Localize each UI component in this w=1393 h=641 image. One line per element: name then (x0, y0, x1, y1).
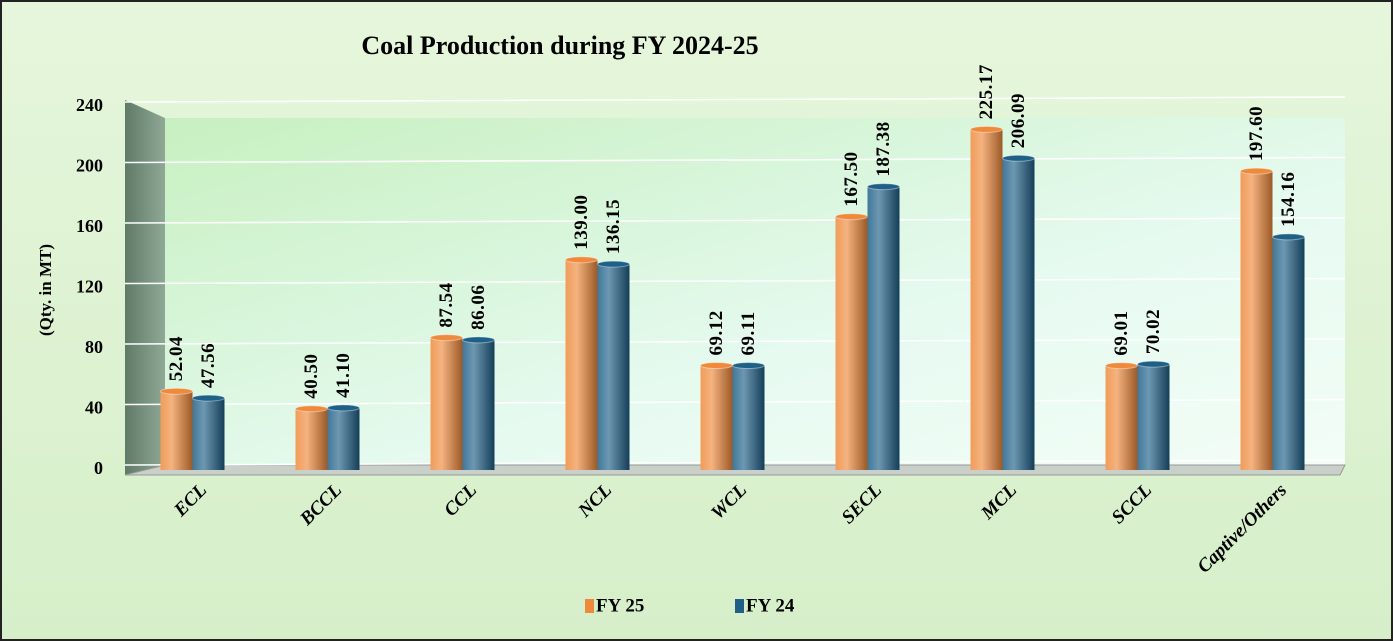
data-label: 206.09 (1008, 93, 1029, 148)
bar-cap (1240, 167, 1273, 175)
bar-cap (565, 256, 598, 264)
data-label: 69.01 (1111, 310, 1132, 355)
y-tick-label: 120 (76, 277, 103, 297)
legend-label: FY 24 (746, 595, 795, 616)
bar-shade (700, 365, 733, 470)
grid-line (124, 217, 1346, 224)
data-label: 52.04 (166, 336, 187, 381)
bar-cap (1272, 233, 1305, 241)
bar-shade (732, 365, 765, 470)
bar-shade (295, 408, 328, 470)
data-label: 47.56 (198, 343, 219, 388)
side-wall (125, 100, 165, 475)
data-label: 197.60 (1246, 106, 1267, 161)
bar-shade (597, 264, 630, 470)
data-label: 225.17 (976, 64, 997, 119)
bar-cap (732, 361, 765, 369)
y-tick-label: 0 (94, 458, 103, 478)
data-label: 69.12 (706, 310, 727, 355)
bar-shade (1137, 364, 1170, 470)
data-label: 187.38 (873, 121, 894, 176)
data-label: 167.50 (841, 151, 862, 206)
bar-cap (835, 213, 868, 221)
bar-shade (160, 391, 193, 470)
bar-cap (327, 404, 360, 412)
bar-shade (835, 216, 868, 470)
bar-shade (1105, 365, 1138, 470)
bar-shade (327, 407, 360, 470)
bar-shade (565, 259, 598, 470)
data-label: 69.11 (738, 311, 759, 355)
bar-shade (970, 129, 1003, 471)
bar-shade (192, 398, 225, 470)
bar-cap (597, 260, 630, 268)
y-tick-label: 160 (76, 216, 103, 236)
grid-line (124, 156, 1346, 164)
legend-swatch (735, 599, 744, 613)
bar-cap (462, 336, 495, 344)
data-label: 139.00 (571, 195, 592, 250)
bar-shade (1002, 158, 1035, 470)
y-axis-label: (Qty. in MT) (36, 244, 55, 336)
grid-line (124, 277, 1346, 285)
y-tick-label: 200 (76, 156, 103, 176)
bar-cap (1002, 154, 1035, 162)
bar-cap (1105, 362, 1138, 370)
bar-shade (462, 339, 495, 470)
y-tick-label: 240 (76, 95, 103, 115)
bar-cap (192, 394, 225, 402)
bar-cap (970, 125, 1003, 133)
bar-cap (700, 361, 733, 369)
bar-shade (867, 186, 900, 470)
data-label: 86.06 (468, 285, 489, 330)
grid-line (124, 338, 1346, 345)
data-label: 40.50 (301, 353, 322, 398)
bar-cap (160, 387, 193, 395)
bar-shade (1272, 236, 1305, 470)
data-label: 136.15 (603, 199, 624, 254)
bar-cap (1137, 360, 1170, 368)
data-label: 70.02 (1143, 309, 1164, 354)
bar-shade (430, 337, 463, 470)
grid-line (124, 96, 1346, 103)
bar-shade (1240, 171, 1273, 470)
y-tick-label: 40 (85, 398, 103, 418)
bar-cap (430, 334, 463, 342)
legend-swatch (585, 599, 594, 613)
y-tick-label: 80 (85, 337, 103, 357)
bar-cap (295, 405, 328, 413)
data-label: 41.10 (333, 353, 354, 398)
data-label: 87.54 (436, 282, 457, 327)
data-label: 154.16 (1278, 172, 1299, 227)
bar-cap (867, 183, 900, 191)
legend-label: FY 25 (596, 595, 644, 616)
chart-title: Coal Production during FY 2024-25 (361, 31, 758, 60)
